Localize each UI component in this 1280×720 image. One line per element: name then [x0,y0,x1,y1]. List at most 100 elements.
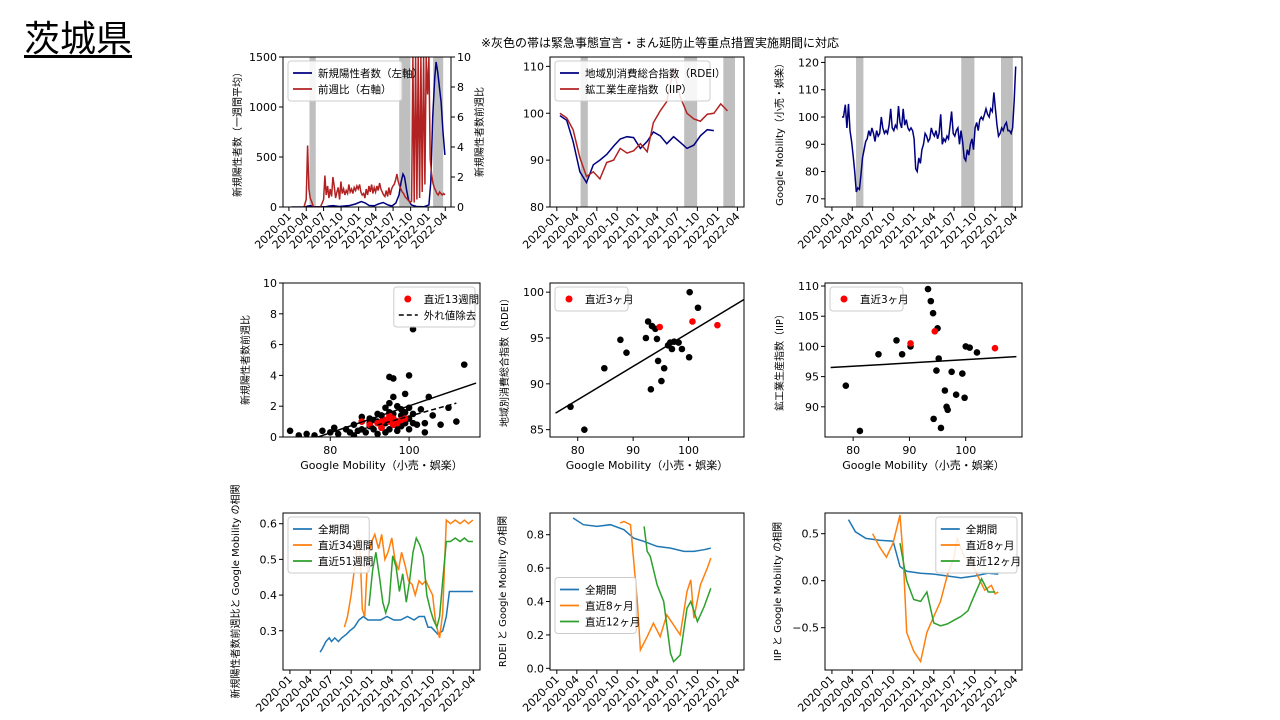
series-line [847,519,999,579]
axes-frame [549,56,745,208]
y-axis-label: IIP と Google Mobility の相関 [771,522,784,661]
series-line [842,66,1017,193]
scatter-point [966,344,973,351]
legend-label: 全期間 [585,584,617,597]
y-axis-label: RDEI と Google Mobility の相関 [496,516,509,667]
y-tick-label: 500 [256,151,277,164]
scatter-point [952,391,960,399]
legend-label: 直近12ヶ月 [585,616,640,629]
panel-p7: 0.30.40.50.62020-012020-042020-072020-10… [229,484,481,715]
scatter-point-recent [714,321,721,329]
y-axis-label: 地域別消費総合指数（RDEI） [498,293,511,427]
scatter-point [948,368,955,376]
scatter-point [658,377,665,385]
scatter-point [941,387,949,394]
legend-marker [840,295,848,303]
scatter-point [421,429,429,436]
scatter-point [898,350,906,358]
y-tick-label: 8 [270,308,277,321]
fit-line [555,298,744,414]
x-axis-label: Google Mobility（小売・娯楽） [566,458,728,472]
legend-label: 直近8ヶ月 [966,539,1015,552]
scatter-point [686,288,693,296]
scatter-point [842,382,850,389]
x-tick-label: 90 [902,444,916,457]
y-tick-label: 120 [798,56,819,69]
y-axis-label: Google Mobility（小売・娯楽） [773,58,786,206]
y-tick-label: 90 [530,378,544,391]
y-tick-label: 100 [798,111,819,124]
y-tick-label: 1500 [249,51,277,64]
emergency-band [580,57,588,207]
scatter-point [694,304,702,312]
y-tick-label: 10 [263,277,277,290]
page-title: 茨城県 [24,19,133,60]
y-tick-label: 4 [270,369,277,382]
y-tick-label: 0 [270,431,277,444]
legend-label: 直近51週間 [318,555,373,568]
scatter-point [319,427,326,435]
scatter-point [647,386,655,393]
panel-p8: 0.00.20.40.60.82020-012020-042020-072020… [496,512,745,715]
plot-area [555,288,744,433]
x-tick-label: 80 [571,444,585,457]
y-tick-label: 80 [530,201,544,214]
scatter-point [453,418,460,425]
scatter-point [678,345,686,353]
scatter-point [382,404,389,412]
y-tick-label: 0.3 [260,625,278,638]
y-tick-label: 0.4 [527,596,545,609]
axes-frame [824,282,1023,438]
x-tick-label: 80 [323,444,337,457]
scatter-point [386,399,393,407]
scatter-point [429,412,437,419]
series-line [291,61,446,207]
y-tick-label: 0.6 [527,562,545,575]
y-tick-label: 2 [270,400,277,413]
legend-label: 新規陽性者数（左軸） [318,67,423,80]
legend: 直近3ヶ月 [554,286,634,312]
scatter-point-recent [907,340,914,347]
legend: 地域別消費総合指数（RDEI） 鉱工業生産指数（IIP） [554,60,726,102]
scatter-point [929,309,937,317]
scatter-point-recent [656,323,664,331]
emergency-band [309,57,316,207]
legend-box [554,286,629,312]
scatter-point [959,370,966,377]
y-tick-label: 100 [523,286,544,299]
scatter-point [421,419,429,427]
x-tick-label: 100 [678,444,699,457]
plot-area [572,517,712,663]
scatter-point [933,367,940,374]
scatter-point [644,318,652,325]
y-axis-label: 新規陽性者数前週比 [239,315,252,405]
legend-label: 全期間 [966,523,998,536]
scatter-point [295,432,303,437]
series-line [871,514,999,664]
y-tick-label: 0.6 [260,518,278,531]
emergency-band [961,57,975,207]
x-axis-label: Google Mobility（小売・娯楽） [842,458,1004,472]
axes-frame [824,512,1023,671]
y2-tick-label: 0 [457,201,464,214]
scatter-point [374,430,381,437]
y-tick-label: 100 [798,340,819,353]
scatter-point-recent [378,424,385,432]
y-tick-label: 90 [805,138,819,151]
scatter-point [856,427,864,435]
y-axis-label: 新規陽性者数（一週間平均） [231,67,244,197]
scatter-point [370,426,377,433]
fit-line [830,355,1017,369]
y-tick-label: 1000 [249,101,277,114]
y-tick-label: 0.2 [527,629,545,642]
legend-label: 直近13週間 [424,293,479,306]
scatter-point [973,349,981,356]
scatter-point [460,361,468,368]
scatter-point [944,406,952,414]
